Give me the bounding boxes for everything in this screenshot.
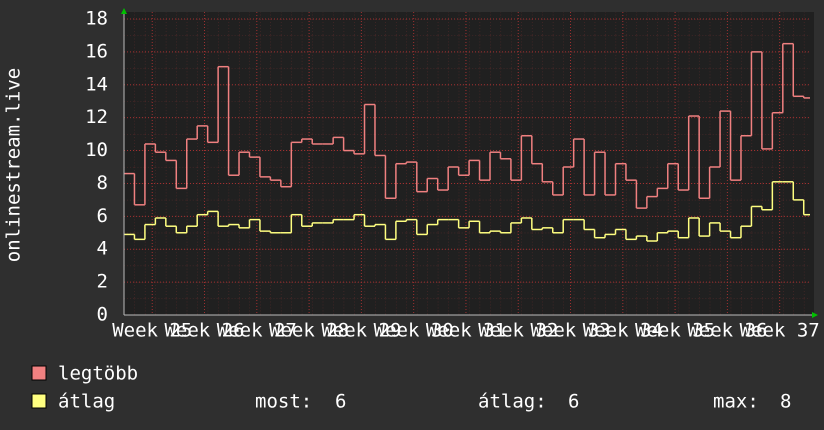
x-tick-label: Week 29	[321, 320, 401, 342]
y-tick-label: 12	[85, 106, 108, 128]
stat-value: 6	[568, 391, 579, 413]
x-tick-label: Week 25	[112, 320, 192, 342]
y-axis-label: onlinestream.live	[3, 68, 25, 262]
x-tick-label: Week 33	[530, 320, 610, 342]
y-tick-label: 2	[97, 271, 108, 293]
x-tick-label: Week 34	[583, 320, 663, 342]
y-tick-label: 10	[85, 139, 108, 161]
x-tick-label: Week 28	[269, 320, 349, 342]
legend-label: átlag	[58, 391, 115, 413]
axis-arrow	[812, 312, 818, 318]
y-tick-label: 18	[85, 8, 108, 30]
y-tick-label: 0	[97, 304, 108, 326]
x-tick-label: Week 27	[217, 320, 297, 342]
stat-value: 6	[335, 391, 346, 413]
x-tick-label: Week 31	[426, 320, 506, 342]
stat-label: max:	[713, 391, 759, 413]
legend-swatch	[31, 365, 47, 381]
legend-label: legtöbb	[58, 363, 138, 385]
x-tick-label: Week 32	[478, 320, 558, 342]
stat-label: átlag:	[478, 391, 547, 413]
x-tick-label: Week 37	[740, 320, 820, 342]
x-tick-label: Week 26	[164, 320, 244, 342]
y-tick-label: 14	[85, 73, 108, 95]
y-tick-label: 4	[97, 238, 108, 260]
y-tick-label: 6	[97, 205, 108, 227]
minor-grid	[124, 12, 810, 315]
x-tick-label: Week 36	[687, 320, 767, 342]
y-tick-label: 8	[97, 172, 108, 194]
grid	[124, 12, 810, 316]
lines	[124, 42, 810, 242]
stat-value: 8	[780, 391, 791, 413]
axis-arrow	[121, 8, 127, 14]
stat-label: most:	[255, 391, 312, 413]
legend-swatch	[31, 393, 47, 409]
x-tick-label: Week 30	[374, 320, 454, 342]
series	[124, 181, 810, 242]
y-tick-label: 16	[85, 40, 108, 62]
series	[124, 42, 810, 209]
x-tick-label: Week 35	[635, 320, 715, 342]
